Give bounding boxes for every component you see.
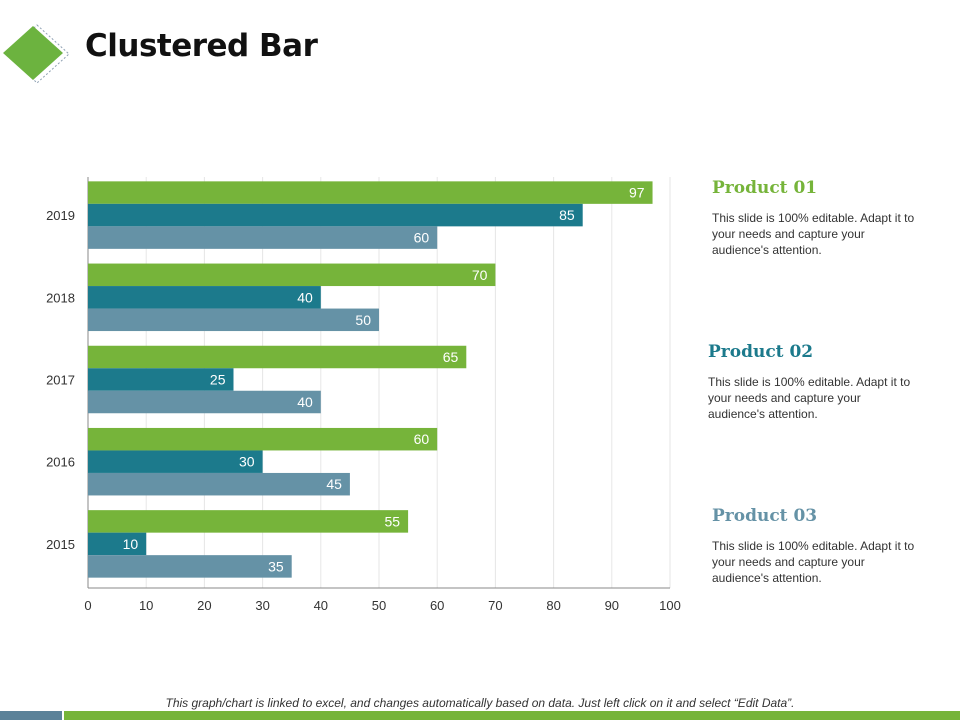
bar-2-2018 (88, 286, 321, 309)
data-label: 35 (268, 558, 284, 574)
data-label: 10 (123, 536, 139, 552)
bar-1-2017 (88, 345, 467, 369)
product-02-block: Product 02 This slide is 100% editable. … (708, 342, 918, 422)
data-label: 60 (414, 230, 430, 246)
product-02-text: This slide is 100% editable. Adapt it to… (708, 375, 911, 421)
data-label: 40 (297, 394, 313, 410)
x-tick-label: 80 (546, 598, 560, 613)
footnote: This graph/chart is linked to excel, and… (165, 696, 795, 710)
product-03-block: Product 03 This slide is 100% editable. … (712, 506, 922, 586)
bar-3-2018 (88, 308, 379, 332)
product-01-block: Product 01 This slide is 100% editable. … (712, 178, 922, 258)
y-tick-label: 2015 (46, 537, 75, 552)
bar-2-2016 (88, 450, 263, 473)
bar-3-2016 (88, 472, 350, 496)
bottom-bar-right (64, 711, 960, 720)
y-tick-label: 2016 (46, 455, 75, 470)
x-tick-label: 90 (605, 598, 619, 613)
bar-3-2019 (88, 226, 438, 249)
product-03-text: This slide is 100% editable. Adapt it to… (712, 539, 915, 585)
y-tick-label: 2017 (46, 373, 75, 388)
x-tick-label: 40 (314, 598, 328, 613)
data-label: 65 (443, 349, 459, 365)
data-label: 50 (355, 312, 371, 328)
page-title: Clustered Bar (85, 28, 318, 64)
data-label: 40 (297, 289, 313, 305)
data-label: 70 (472, 267, 488, 283)
bar-2-2015 (88, 532, 147, 556)
bar-1-2018 (88, 263, 496, 287)
bottom-bar-left (0, 711, 62, 720)
product-01-text: This slide is 100% editable. Adapt it to… (712, 211, 915, 257)
x-tick-label: 10 (139, 598, 153, 613)
bar-1-2016 (88, 427, 438, 451)
bar-3-2015 (88, 555, 292, 578)
bar-2-2017 (88, 368, 234, 391)
data-label: 55 (385, 513, 401, 529)
data-label: 45 (326, 476, 342, 492)
product-03-title: Product 03 (712, 506, 818, 526)
product-02-title: Product 02 (708, 342, 814, 362)
x-tick-label: 50 (372, 598, 386, 613)
y-tick-label: 2019 (46, 208, 75, 223)
y-tick-label: 2018 (46, 290, 75, 305)
x-tick-label: 70 (488, 598, 502, 613)
x-tick-label: 20 (197, 598, 211, 613)
x-tick-label: 60 (430, 598, 444, 613)
diamond-fill (3, 26, 63, 80)
x-tick-label: 30 (255, 598, 269, 613)
bar-1-2019 (88, 181, 653, 204)
diamond-logo-icon (3, 24, 70, 84)
data-label: 25 (210, 372, 226, 388)
x-tick-label: 100 (659, 598, 681, 613)
data-label: 85 (559, 207, 575, 223)
x-tick-label: 0 (84, 598, 91, 613)
bar-3-2017 (88, 390, 321, 414)
clustered-bar-chart[interactable]: 0 10 20 30 40 50 60 70 80 90 100 2019 97 85 60 2018 70 40… (30, 165, 690, 615)
bar-2-2019 (88, 203, 583, 227)
product-01-title: Product 01 (712, 178, 818, 198)
data-label: 97 (629, 185, 645, 201)
data-label: 60 (414, 431, 430, 447)
data-label: 30 (239, 454, 255, 470)
bar-1-2015 (88, 510, 409, 533)
